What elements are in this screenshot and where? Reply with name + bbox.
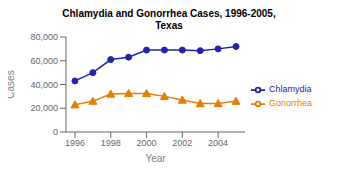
svg-text:80,000: 80,000 xyxy=(30,32,58,42)
svg-text:1998: 1998 xyxy=(101,138,121,148)
svg-text:2000: 2000 xyxy=(137,138,157,148)
svg-text:2002: 2002 xyxy=(172,138,192,148)
svg-text:Year: Year xyxy=(145,153,166,162)
svg-text:20,000: 20,000 xyxy=(30,103,58,113)
html-text:Texas: Texas xyxy=(155,20,183,31)
svg-text:40,000: 40,000 xyxy=(30,80,58,90)
html-text:Gonorrhea: Gonorrhea xyxy=(269,98,312,109)
html-text:Chlamydia and Gonorrhea Cases,: Chlamydia and Gonorrhea Cases, 1996-2005… xyxy=(62,8,276,19)
svg-text:1996: 1996 xyxy=(65,138,85,148)
svg-text:Cases: Cases xyxy=(8,70,16,98)
svg-text:0: 0 xyxy=(53,127,58,137)
html-text:Chlamydia: Chlamydia xyxy=(269,84,312,95)
svg-text:60,000: 60,000 xyxy=(30,56,58,66)
svg-text:2004: 2004 xyxy=(208,138,228,148)
